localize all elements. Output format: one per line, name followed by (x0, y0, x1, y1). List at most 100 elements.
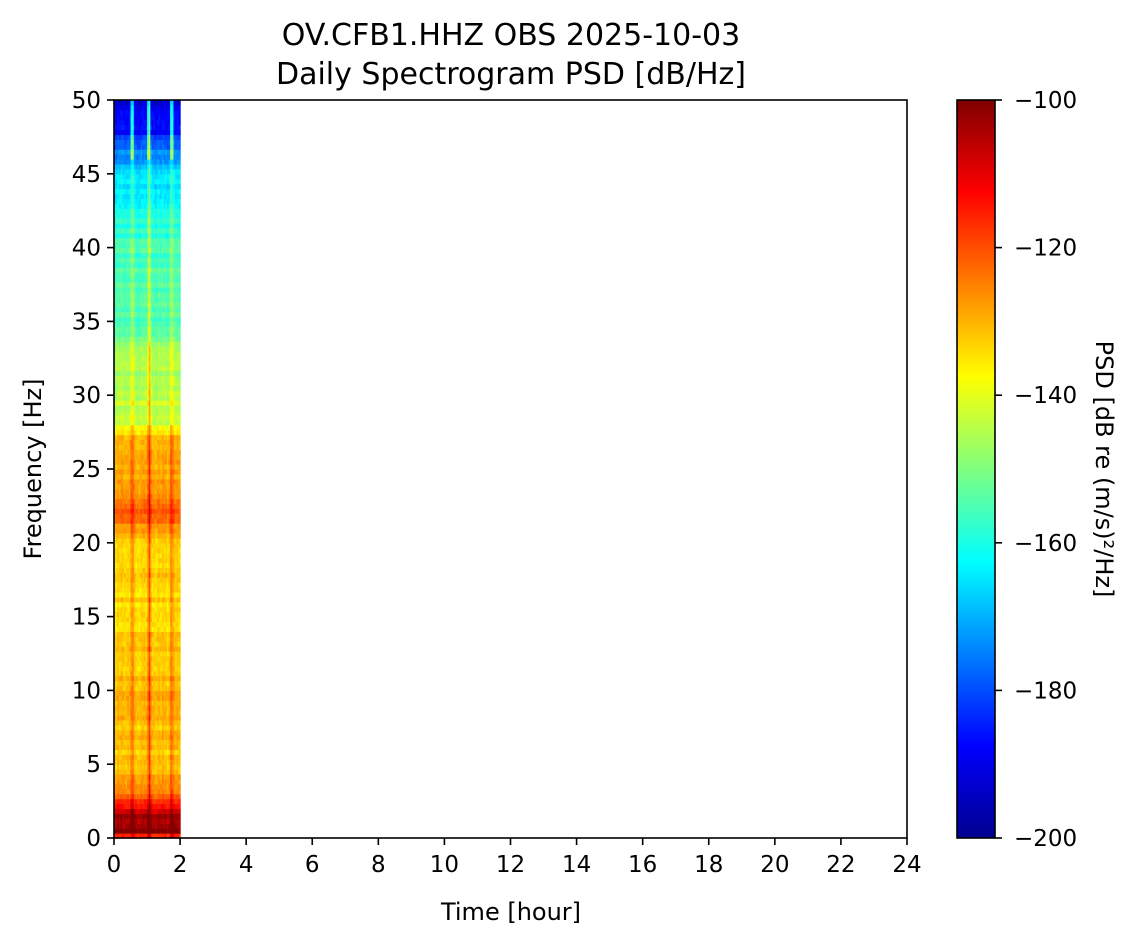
heatmap-cell (128, 124, 132, 131)
heatmap-cell (147, 611, 150, 618)
heatmap-cell (122, 355, 125, 362)
heatmap-cell (120, 660, 123, 667)
heatmap-cell (142, 247, 145, 254)
heatmap-cell (127, 685, 130, 691)
heatmap-cell (118, 552, 122, 559)
heatmap-cell (128, 144, 132, 150)
heatmap-cell (153, 129, 156, 136)
heatmap-cell (145, 346, 148, 352)
heatmap-cell (165, 724, 168, 731)
heatmap-cell (143, 188, 146, 195)
heatmap-cell (128, 621, 132, 628)
heatmap-cell (133, 272, 137, 278)
heatmap-cell (114, 729, 117, 736)
heatmap-cell (120, 823, 123, 829)
heatmap-cell (150, 833, 153, 839)
heatmap-cell (160, 601, 163, 608)
heatmap-cell (140, 252, 143, 259)
heatmap-cell (138, 764, 142, 770)
heatmap-cell (156, 577, 160, 583)
heatmap-cell (115, 532, 118, 539)
heatmap-cell (132, 449, 135, 455)
heatmap-cell (148, 213, 151, 219)
heatmap-cell (161, 380, 165, 386)
heatmap-cell (130, 223, 133, 229)
heatmap-cell (161, 134, 165, 140)
heatmap-cell (132, 139, 135, 145)
heatmap-cell (140, 670, 143, 677)
heatmap-cell (135, 178, 138, 185)
heatmap-cell (137, 370, 140, 377)
heatmap-cell (148, 483, 151, 490)
heatmap-cell (158, 710, 161, 716)
heatmap-cell (118, 675, 122, 682)
heatmap-cell (156, 414, 160, 421)
heatmap-cell (148, 144, 151, 150)
heatmap-cell (166, 454, 170, 460)
heatmap-cell (117, 818, 120, 824)
heatmap-cell (156, 419, 160, 426)
heatmap-cell (148, 129, 151, 136)
heatmap-cell (122, 528, 125, 534)
heatmap-cell (148, 823, 151, 829)
heatmap-cell (163, 557, 166, 564)
heatmap-cell (160, 552, 163, 559)
heatmap-cell (140, 582, 143, 588)
heatmap-cell (147, 690, 150, 696)
heatmap-cell (155, 700, 158, 706)
heatmap-cell (123, 793, 127, 800)
heatmap-cell (147, 537, 150, 544)
heatmap-cell (147, 129, 150, 136)
heatmap-cell (118, 370, 122, 377)
heatmap-cell (150, 291, 153, 298)
heatmap-cell (133, 724, 137, 731)
heatmap-cell (133, 385, 137, 391)
heatmap-cell (155, 744, 158, 751)
heatmap-cell (153, 542, 156, 549)
heatmap-cell (133, 734, 137, 741)
heatmap-cell (140, 223, 143, 229)
heatmap-cell (163, 705, 166, 711)
heatmap-cell (115, 252, 118, 259)
heatmap-cell (128, 601, 132, 608)
heatmap-cell (123, 532, 127, 539)
heatmap-cell (155, 577, 158, 583)
heatmap-cell (114, 606, 117, 613)
heatmap-cell (143, 159, 146, 165)
heatmap-cell (150, 129, 153, 136)
heatmap-cell (147, 365, 150, 372)
heatmap-cell (135, 798, 138, 805)
heatmap-cell (123, 183, 127, 190)
heatmap-cell (123, 326, 127, 332)
heatmap-cell (166, 675, 170, 682)
heatmap-cell (125, 803, 128, 810)
heatmap-cell (125, 444, 128, 450)
heatmap-cell (125, 655, 128, 662)
heatmap-cell (125, 434, 128, 441)
heatmap-cell (166, 528, 170, 534)
heatmap-cell (114, 168, 117, 175)
heatmap-cell (145, 390, 148, 396)
heatmap-cell (145, 154, 148, 160)
heatmap-cell (166, 203, 170, 209)
heatmap-cell (152, 695, 155, 701)
heatmap-cell (158, 247, 161, 254)
heatmap-cell (135, 808, 138, 814)
heatmap-cell (155, 710, 158, 716)
heatmap-cell (114, 710, 117, 716)
heatmap-cell (133, 370, 137, 377)
heatmap-cell (150, 503, 153, 509)
heatmap-cell (128, 675, 132, 682)
heatmap-cell (132, 774, 135, 780)
heatmap-cell (147, 469, 150, 475)
heatmap-cell (153, 808, 156, 814)
heatmap-cell (137, 213, 140, 219)
heatmap-cell (123, 282, 127, 288)
heatmap-cell (115, 444, 118, 450)
heatmap-cell (140, 808, 143, 814)
heatmap-cell (140, 198, 143, 204)
heatmap-cell (145, 163, 148, 170)
heatmap-cell (166, 449, 170, 455)
heatmap-cell (137, 232, 140, 239)
heatmap-cell (147, 675, 150, 682)
